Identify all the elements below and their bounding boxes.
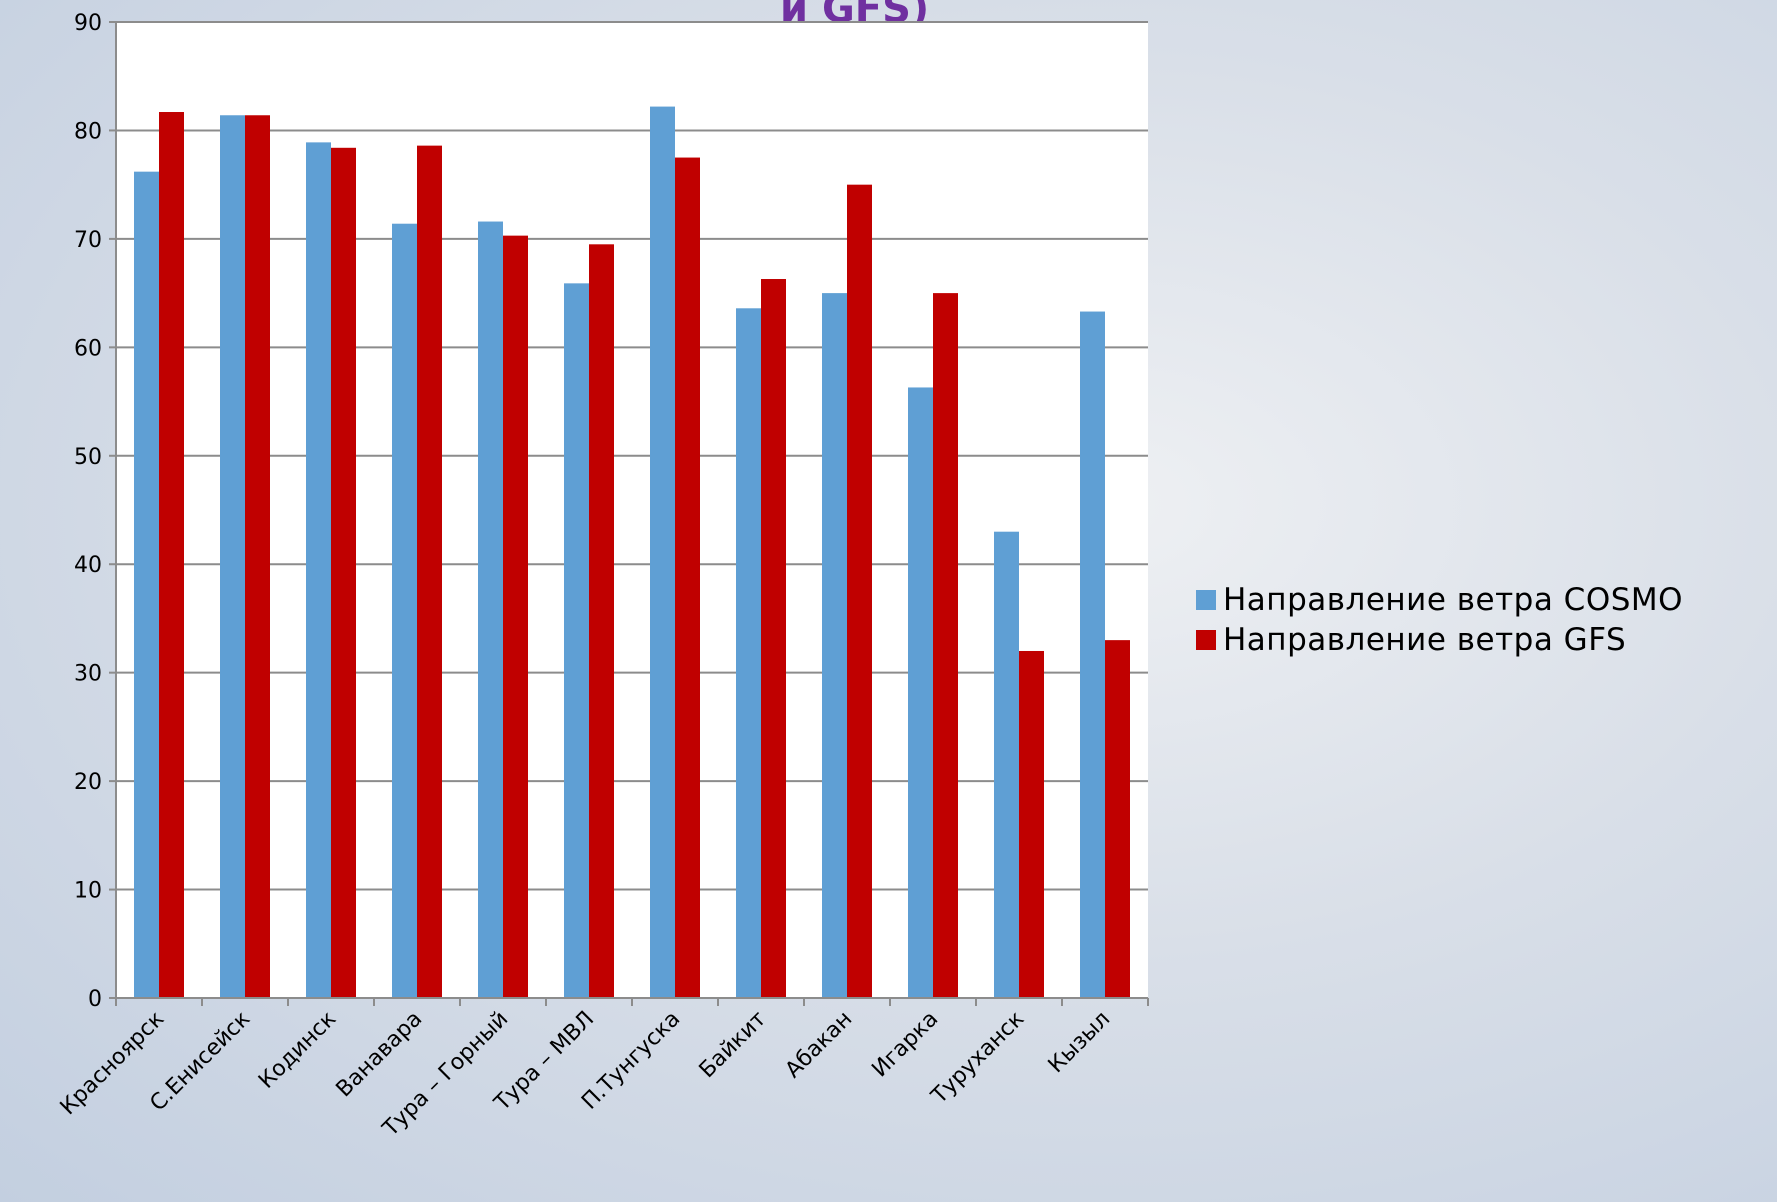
bar-gfs (847, 184, 872, 998)
bar-gfs (761, 279, 786, 999)
x-category-label: Байкит (695, 1006, 772, 1083)
bar-gfs (933, 293, 958, 999)
bar-cosmo (134, 171, 159, 999)
x-category-label: Туруханск (926, 1007, 1029, 1110)
x-category-label: Кодинск (254, 1007, 341, 1094)
x-category-label: Кызыл (1044, 1007, 1116, 1079)
bar-gfs (1105, 640, 1130, 998)
legend-item-cosmo: Направление ветра COSMO (1196, 580, 1683, 620)
bar-cosmo (220, 115, 245, 999)
bar-gfs (503, 235, 528, 998)
x-category-label: Абакан (781, 1007, 858, 1084)
bar-gfs (159, 112, 184, 998)
legend-swatch-gfs (1196, 630, 1216, 650)
bar-gfs (417, 145, 442, 999)
bar-gfs (675, 157, 700, 999)
legend-label-cosmo: Направление ветра COSMO (1223, 582, 1684, 618)
legend: Направление ветра COSMO Направление ветр… (1196, 580, 1683, 660)
legend-item-gfs: Направление ветра GFS (1196, 620, 1683, 660)
y-tick-label: 70 (74, 228, 102, 253)
legend-label-gfs: Направление ветра GFS (1223, 622, 1627, 658)
bar-cosmo (822, 293, 847, 999)
bar-gfs (1019, 650, 1044, 998)
bar-cosmo (650, 106, 675, 998)
bar-cosmo (994, 531, 1019, 998)
bar-cosmo (306, 142, 331, 998)
y-tick-label: 20 (74, 770, 102, 795)
bar-gfs (245, 115, 270, 999)
axes (115, 22, 1149, 1006)
y-axis-labels: 0 10 20 30 40 50 60 70 80 90 (74, 11, 102, 1012)
bar-cosmo (908, 387, 933, 998)
plot-area (116, 22, 1148, 998)
x-axis-labels: КрасноярскС.ЕнисейскКодинскВанавараТура … (56, 1006, 1116, 1142)
bar-cosmo (564, 283, 589, 999)
gridlines (109, 21, 1148, 999)
bar-gfs (331, 147, 356, 999)
x-category-label: Игарка (867, 1007, 943, 1083)
bar-cosmo (478, 221, 503, 998)
y-tick-label: 50 (74, 445, 102, 470)
bars (134, 106, 1130, 999)
y-tick-label: 40 (74, 553, 102, 578)
y-tick-label: 80 (74, 119, 102, 144)
y-tick-label: 90 (74, 11, 102, 36)
y-tick-label: 0 (88, 987, 102, 1012)
bar-cosmo (1080, 311, 1105, 999)
bar-gfs (589, 244, 614, 999)
y-tick-label: 30 (74, 662, 102, 687)
y-tick-label: 10 (74, 879, 102, 904)
bar-cosmo (392, 223, 417, 998)
bar-cosmo (736, 308, 761, 998)
legend-swatch-cosmo (1196, 590, 1216, 610)
y-tick-label: 60 (74, 336, 102, 361)
